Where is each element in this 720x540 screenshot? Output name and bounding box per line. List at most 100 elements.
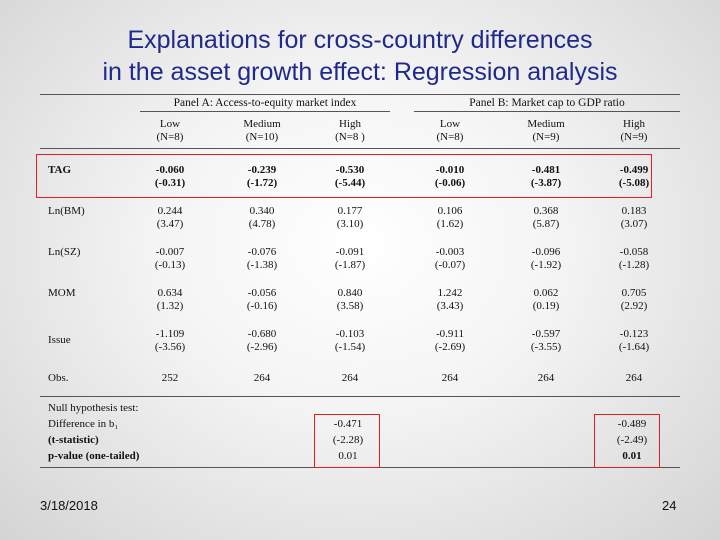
panel-b-header: Panel B: Market cap to GDP ratio — [469, 97, 625, 109]
panel-b-p-value: 0.01 — [622, 450, 642, 462]
table-cell: 0.244 (3.47) — [138, 205, 202, 231]
coef: 0.840 — [337, 287, 363, 299]
slide-date: 3/18/2018 — [40, 498, 98, 513]
header-bottom-rule — [40, 148, 680, 149]
coef: -0.499 — [619, 164, 649, 176]
table-cell: 0.062 (0.19) — [514, 287, 578, 313]
coef: -0.911 — [435, 328, 464, 340]
coef: -0.123 — [619, 328, 649, 340]
p-value-label: p-value (one-tailed) — [48, 450, 140, 462]
table-cell: -0.003 (-0.07) — [418, 246, 482, 272]
table-cell: -0.499 (-5.08) — [602, 164, 666, 190]
panel-a-underline — [140, 111, 390, 112]
table-cell: -0.481 (-3.87) — [514, 164, 578, 190]
table-cell: 0.368 (5.87) — [514, 205, 578, 231]
t-stat: (3.10) — [336, 218, 364, 230]
coef: 0.340 — [249, 205, 275, 217]
coef: -0.076 — [247, 246, 277, 258]
table-cell: -0.123 (-1.64) — [602, 328, 666, 354]
t-stat: (1.62) — [436, 218, 464, 230]
coef: -0.597 — [531, 328, 561, 340]
difference-label: Difference in b₁ — [48, 418, 119, 430]
table-cell: 0.340 (4.78) — [230, 205, 294, 231]
col-header-n: (N=8 ) — [335, 131, 365, 143]
coef: -0.091 — [335, 246, 365, 258]
t-stat: (-3.55) — [530, 341, 562, 353]
table-cell: -0.010 (-0.06) — [418, 164, 482, 190]
t-stat: (-2.96) — [246, 341, 278, 353]
col-header-label: High — [339, 118, 361, 130]
col-header-n: (N=8) — [436, 131, 464, 143]
t-stat: (-0.07) — [434, 259, 466, 271]
coef: 0.183 — [621, 205, 647, 217]
table-cell: 0.106 (1.62) — [418, 205, 482, 231]
table-cell: -0.597 (-3.55) — [514, 328, 578, 354]
row-label-mom: MOM — [48, 287, 76, 299]
t-stat: (1.32) — [156, 300, 184, 312]
obs-value: 264 — [441, 372, 459, 384]
t-stat: (-1.38) — [246, 259, 278, 271]
t-stat: (3.47) — [156, 218, 184, 230]
t-stat: (-5.08) — [618, 177, 650, 189]
coef: -0.481 — [531, 164, 561, 176]
coef: -0.530 — [335, 164, 365, 176]
null-test-header: Null hypothesis test: — [48, 402, 139, 414]
coef: -0.058 — [619, 246, 649, 258]
table-cell: 0.634 (1.32) — [138, 287, 202, 313]
coef: -0.239 — [247, 164, 277, 176]
table-cell: -0.056 (-0.16) — [230, 287, 294, 313]
table-cell: -0.239 (-1.72) — [230, 164, 294, 190]
coef: -1.109 — [155, 328, 185, 340]
t-stat: (3.43) — [436, 300, 464, 312]
t-stat: (-1.54) — [334, 341, 366, 353]
t-stat: (-2.69) — [434, 341, 466, 353]
table-cell: 0.840 (3.58) — [318, 287, 382, 313]
table-cell: -0.911 (-2.69) — [418, 328, 482, 354]
row-label-ln-sz: Ln(SZ) — [48, 246, 81, 258]
t-stat: (-0.13) — [154, 259, 186, 271]
panel-a-difference: -0.471 — [333, 418, 363, 430]
col-header-n: (N=10) — [245, 131, 279, 143]
col-header: Medium (N=10) — [230, 118, 294, 144]
obs-value: 264 — [625, 372, 643, 384]
panel-b-underline — [414, 111, 680, 112]
t-stat: (-1.92) — [530, 259, 562, 271]
col-header: High (N=9) — [602, 118, 666, 144]
t-stat: (4.78) — [248, 218, 276, 230]
t-stat: (-0.16) — [246, 300, 278, 312]
table-cell: -0.530 (-5.44) — [318, 164, 382, 190]
regression-table: Panel A: Access-to-equity market index P… — [36, 94, 680, 468]
panel-b-difference: -0.489 — [617, 418, 647, 430]
obs-value: 264 — [253, 372, 271, 384]
col-header-n: (N=9) — [532, 131, 560, 143]
coef: 0.368 — [533, 205, 559, 217]
col-header: Medium (N=9) — [514, 118, 578, 144]
t-stat: (-0.06) — [434, 177, 466, 189]
coef: 1.242 — [437, 287, 463, 299]
col-header-label: Low — [439, 118, 461, 130]
coef: 0.177 — [337, 205, 363, 217]
coef: -0.680 — [247, 328, 277, 340]
col-header: Low (N=8) — [418, 118, 482, 144]
row-label-issue: Issue — [48, 334, 71, 346]
col-header-label: Low — [159, 118, 181, 130]
row-label-tag: TAG — [48, 164, 72, 176]
coef: 0.244 — [157, 205, 183, 217]
table-cell: -0.060 (-0.31) — [138, 164, 202, 190]
table-cell: 1.242 (3.43) — [418, 287, 482, 313]
panel-a-p-value: 0.01 — [338, 450, 358, 462]
table-cell: 0.705 (2.92) — [602, 287, 666, 313]
obs-value: 264 — [341, 372, 359, 384]
coef: 0.062 — [533, 287, 559, 299]
t-stat: (-5.44) — [334, 177, 366, 189]
panel-a-test-highlight — [314, 414, 380, 468]
table-cell: -0.007 (-0.13) — [138, 246, 202, 272]
coef: 0.705 — [621, 287, 647, 299]
table-cell: -0.680 (-2.96) — [230, 328, 294, 354]
coef: -0.096 — [531, 246, 561, 258]
panel-b-test-highlight — [594, 414, 660, 468]
t-stat: (-0.31) — [154, 177, 186, 189]
t-statistic-label: (t-statistic) — [48, 434, 99, 446]
table-top-rule — [40, 94, 680, 95]
table-cell: 0.183 (3.07) — [602, 205, 666, 231]
